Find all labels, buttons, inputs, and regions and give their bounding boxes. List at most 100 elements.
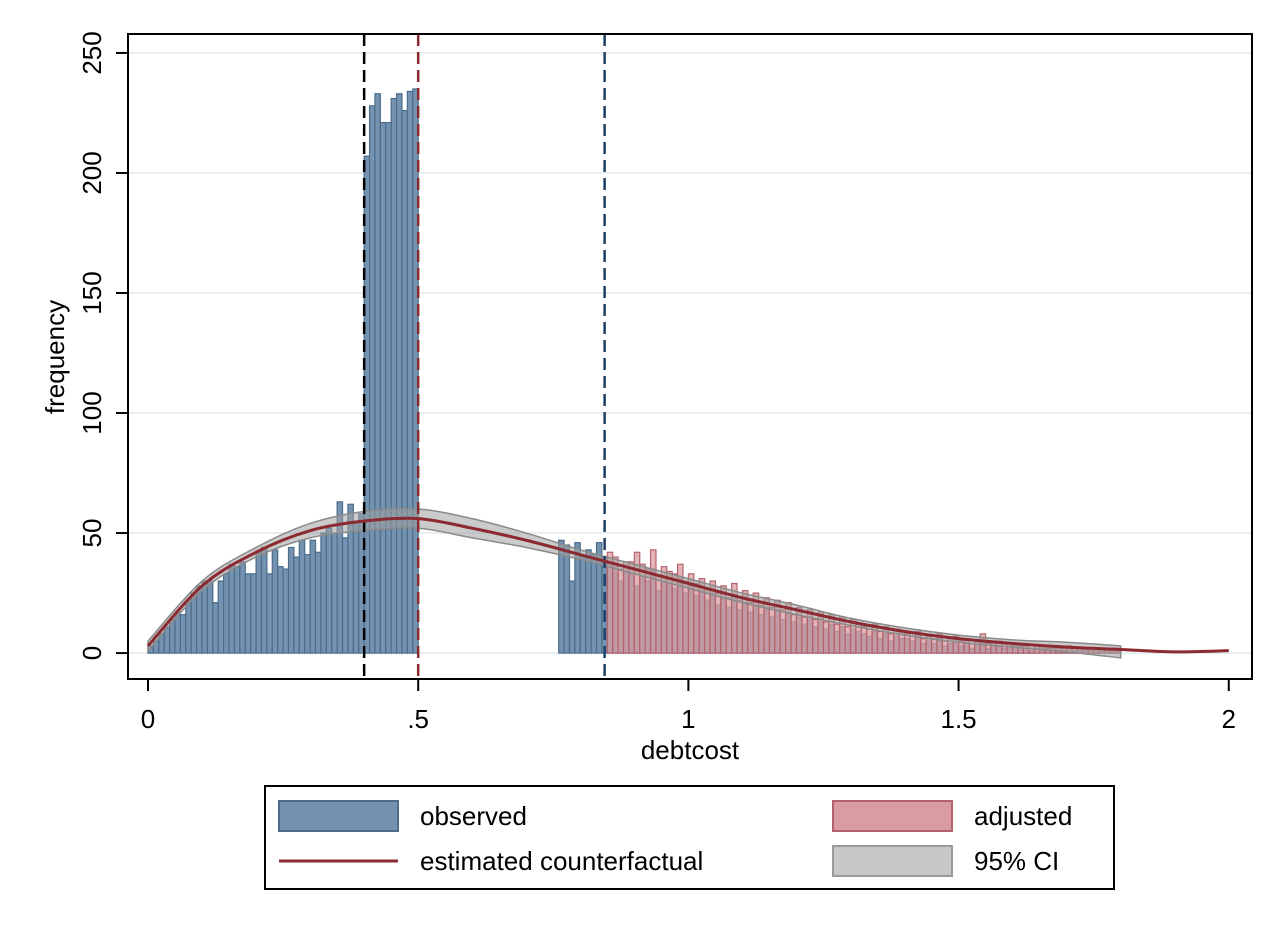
observed-bar	[563, 544, 571, 654]
adjusted-bar	[725, 597, 733, 654]
observed-bar	[217, 580, 225, 654]
observed-bar	[185, 599, 192, 654]
observed-bar	[374, 93, 381, 654]
observed-bar	[395, 93, 403, 654]
adjusted-bar	[736, 599, 744, 654]
legend-swatch	[278, 800, 399, 832]
observed-bar	[558, 539, 565, 654]
adjusted-bar	[812, 618, 819, 654]
observed-bar	[304, 554, 311, 654]
observed-bar	[260, 546, 268, 654]
observed-bar	[277, 566, 284, 654]
adjusted-bar	[833, 623, 841, 654]
observed-bar	[293, 556, 300, 654]
axes: 0 50 100 150 200 250 0 .5 1 1.5 2	[77, 31, 1236, 734]
adjusted-bar	[628, 561, 635, 654]
observed-bar	[244, 573, 252, 654]
observed-bar	[282, 568, 290, 654]
observed-bar	[331, 532, 338, 654]
legend-label: estimated counterfactual	[420, 846, 703, 876]
observed-bar	[390, 97, 398, 654]
legend-swatch	[832, 845, 953, 877]
adjusted-bar	[822, 621, 830, 654]
observed-bar	[585, 549, 592, 654]
observed-bar	[579, 556, 587, 654]
observed-bar	[190, 592, 198, 654]
x-tick-label: 1.5	[940, 704, 976, 734]
adjusted-bar	[779, 609, 787, 654]
y-axis-title: frequency	[40, 300, 70, 414]
observed-bar	[212, 602, 219, 654]
observed-bar	[401, 109, 408, 654]
adjusted-bar	[909, 635, 916, 654]
adjusted-bar	[930, 638, 938, 654]
adjusted-bar	[655, 575, 662, 654]
adjusted-bar	[617, 568, 625, 654]
adjusted-bar	[844, 626, 852, 654]
y-tick-label: 200	[77, 151, 107, 194]
x-tick-label: .5	[407, 704, 429, 734]
observed-bar	[309, 539, 317, 654]
observed-bar	[385, 121, 392, 654]
observed-bar	[206, 580, 214, 654]
observed-bar	[368, 105, 376, 654]
y-tick-label: 150	[77, 271, 107, 314]
observed-bar	[271, 549, 279, 654]
adjusted-bar	[941, 640, 949, 654]
observed-bar	[239, 561, 246, 654]
observed-bar	[233, 566, 241, 654]
counterfactual-line	[146, 516, 1229, 654]
observed-bar	[412, 88, 419, 654]
adjusted-bar	[801, 616, 808, 654]
legend-label: 95% CI	[974, 846, 1059, 876]
adjusted-bar	[866, 628, 873, 654]
plot-frame	[127, 33, 1253, 680]
y-tick-label: 50	[77, 519, 107, 548]
adjusted-bar	[920, 638, 927, 654]
observed-bar	[590, 554, 598, 654]
legend-swatch	[832, 800, 953, 832]
legend: observed adjusted estimated counterfactual…	[264, 785, 1115, 890]
y-tick-label: 250	[77, 31, 107, 74]
adjusted-bar	[887, 633, 895, 654]
y-tick-label: 0	[77, 646, 107, 660]
adjusted-bar	[639, 563, 646, 654]
adjusted-bar	[612, 556, 619, 654]
observed-bar	[314, 551, 322, 654]
x-axis-title: debtcost	[641, 735, 740, 765]
observed-bar	[341, 537, 349, 654]
adjusted-bar	[703, 587, 711, 654]
plot-area	[146, 34, 1229, 679]
observed-bar	[287, 546, 295, 654]
observed-bar	[379, 121, 387, 654]
adjusted-bar	[644, 568, 652, 654]
observed-bar	[352, 520, 360, 654]
observed-bar	[250, 573, 257, 654]
adjusted-bar	[747, 602, 754, 654]
x-tick-label: 2	[1222, 704, 1236, 734]
adjusted-bar	[876, 630, 884, 654]
observed-bar	[325, 527, 333, 654]
adjusted-bar	[758, 604, 765, 654]
adjusted-bar	[860, 626, 868, 654]
adjusted-bar	[790, 614, 798, 654]
adjusted-bar	[649, 549, 657, 654]
observed-bar	[266, 573, 273, 654]
observed-bar	[228, 563, 236, 654]
legend-label: adjusted	[974, 801, 1072, 831]
observed-bar	[406, 90, 414, 654]
legend-frame	[264, 785, 1115, 890]
adjusted-bar	[622, 561, 630, 654]
x-tick-label: 1	[681, 704, 695, 734]
observed-bar	[196, 585, 203, 654]
observed-bar	[201, 580, 209, 654]
observed-bar	[320, 532, 327, 654]
adjusted-bar	[714, 592, 722, 654]
observed-bar	[223, 573, 230, 654]
adjusted-bar	[855, 623, 862, 654]
observed-bar	[568, 580, 576, 654]
observed-bar	[298, 539, 306, 654]
adjusted-bar	[682, 580, 689, 654]
observed-bar	[179, 614, 187, 654]
